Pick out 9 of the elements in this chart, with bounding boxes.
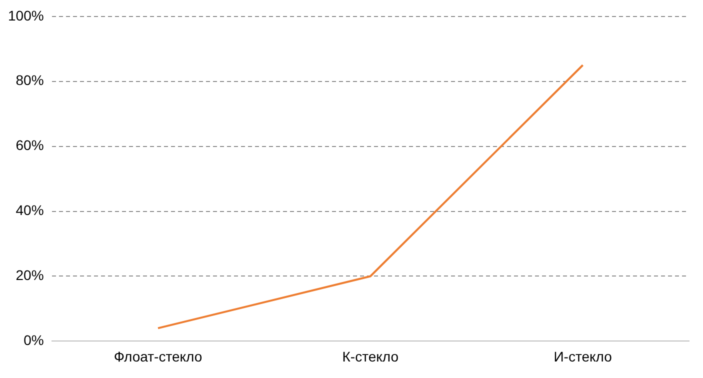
- x-tick-label: Флоат-стекло: [114, 348, 202, 364]
- y-tick-label: 80%: [16, 72, 44, 88]
- y-tick-label: 20%: [16, 267, 44, 284]
- y-tick-label: 60%: [16, 137, 44, 154]
- y-tick-label: 100%: [8, 7, 44, 24]
- x-tick-label: К-стекло: [342, 348, 399, 364]
- y-tick-label: 0%: [24, 332, 44, 348]
- y-tick-label: 40%: [16, 202, 44, 218]
- x-tick-label: И-стекло: [554, 348, 612, 364]
